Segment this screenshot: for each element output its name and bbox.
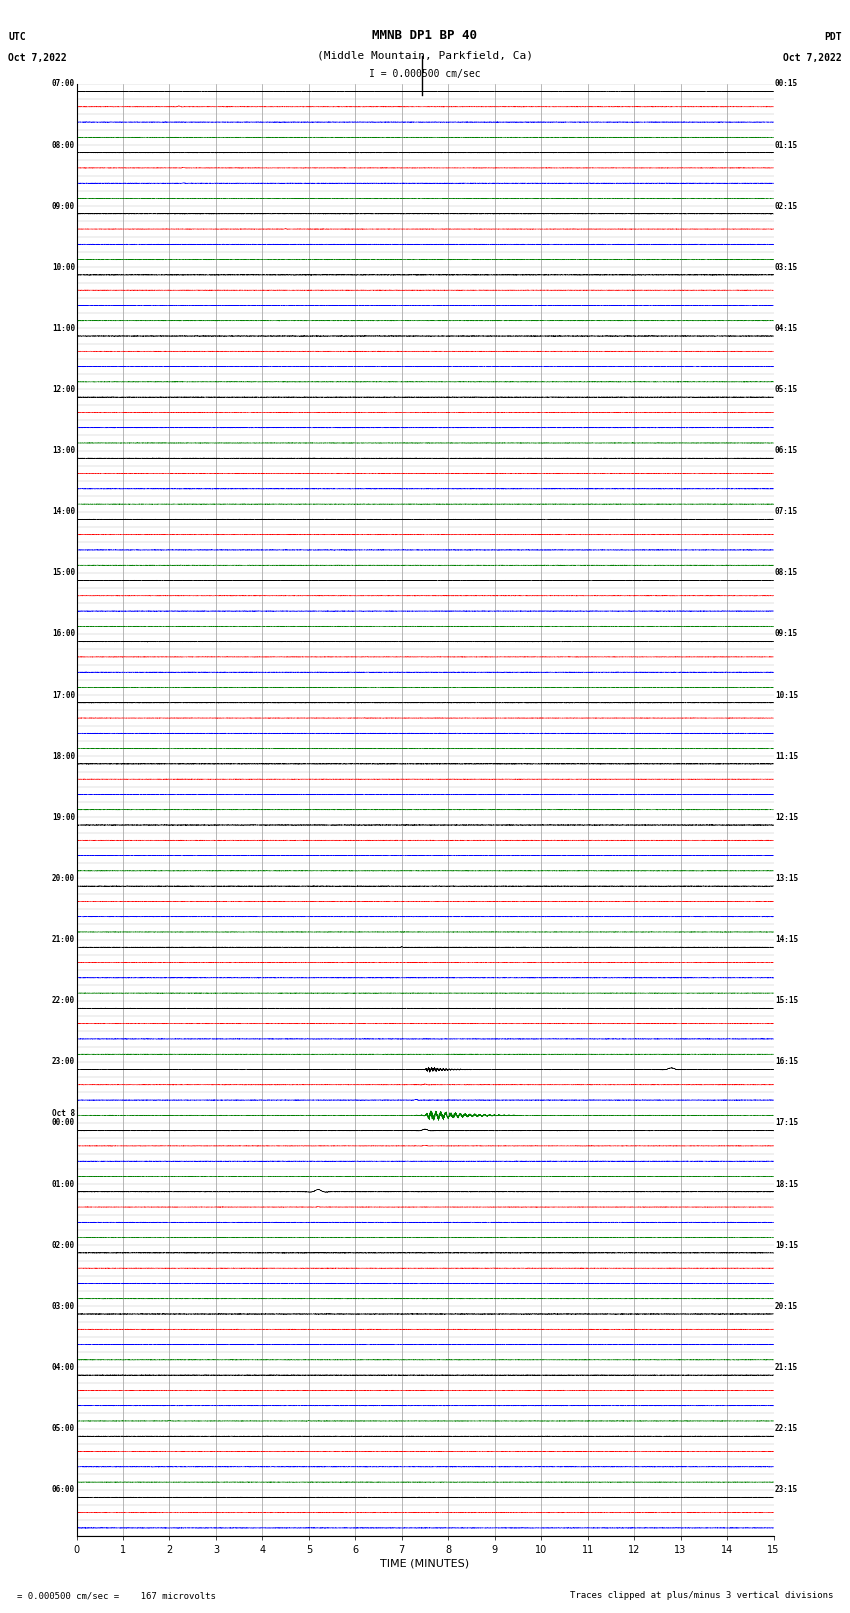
Text: 16:15: 16:15 [775, 1058, 798, 1066]
Text: = 0.000500 cm/sec =    167 microvolts: = 0.000500 cm/sec = 167 microvolts [17, 1590, 216, 1600]
Text: 18:15: 18:15 [775, 1179, 798, 1189]
Text: MMNB DP1 BP 40: MMNB DP1 BP 40 [372, 29, 478, 42]
Text: UTC: UTC [8, 32, 26, 42]
Text: 10:15: 10:15 [775, 690, 798, 700]
Text: 08:15: 08:15 [775, 568, 798, 577]
Text: 06:00: 06:00 [52, 1486, 75, 1494]
Text: 23:00: 23:00 [52, 1058, 75, 1066]
Text: 11:00: 11:00 [52, 324, 75, 332]
Text: 07:15: 07:15 [775, 506, 798, 516]
Text: 17:00: 17:00 [52, 690, 75, 700]
Text: 07:00: 07:00 [52, 79, 75, 89]
Text: Oct 7,2022: Oct 7,2022 [783, 53, 842, 63]
Text: 22:15: 22:15 [775, 1424, 798, 1432]
Text: 09:15: 09:15 [775, 629, 798, 639]
Text: 12:15: 12:15 [775, 813, 798, 823]
Text: I = 0.000500 cm/sec: I = 0.000500 cm/sec [369, 69, 481, 79]
Text: 04:00: 04:00 [52, 1363, 75, 1373]
Text: 02:15: 02:15 [775, 202, 798, 211]
Text: 21:15: 21:15 [775, 1363, 798, 1373]
Text: 16:00: 16:00 [52, 629, 75, 639]
Text: 13:15: 13:15 [775, 874, 798, 882]
Text: 20:15: 20:15 [775, 1302, 798, 1311]
Text: 00:00: 00:00 [52, 1118, 75, 1127]
X-axis label: TIME (MINUTES): TIME (MINUTES) [381, 1558, 469, 1569]
Text: 01:00: 01:00 [52, 1179, 75, 1189]
Text: 03:00: 03:00 [52, 1302, 75, 1311]
Text: 09:00: 09:00 [52, 202, 75, 211]
Text: 15:15: 15:15 [775, 997, 798, 1005]
Text: 02:00: 02:00 [52, 1240, 75, 1250]
Text: 11:15: 11:15 [775, 752, 798, 761]
Text: 15:00: 15:00 [52, 568, 75, 577]
Text: 19:15: 19:15 [775, 1240, 798, 1250]
Text: PDT: PDT [824, 32, 842, 42]
Text: 22:00: 22:00 [52, 997, 75, 1005]
Text: 06:15: 06:15 [775, 447, 798, 455]
Text: 20:00: 20:00 [52, 874, 75, 882]
Text: 04:15: 04:15 [775, 324, 798, 332]
Text: 05:15: 05:15 [775, 386, 798, 394]
Text: 14:15: 14:15 [775, 936, 798, 944]
Text: Oct 7,2022: Oct 7,2022 [8, 53, 67, 63]
Text: 08:00: 08:00 [52, 140, 75, 150]
Text: 23:15: 23:15 [775, 1486, 798, 1494]
Text: 13:00: 13:00 [52, 447, 75, 455]
Text: Oct 8: Oct 8 [52, 1110, 75, 1118]
Text: 14:00: 14:00 [52, 506, 75, 516]
Text: 10:00: 10:00 [52, 263, 75, 271]
Text: 21:00: 21:00 [52, 936, 75, 944]
Text: 03:15: 03:15 [775, 263, 798, 271]
Text: 12:00: 12:00 [52, 386, 75, 394]
Text: 00:15: 00:15 [775, 79, 798, 89]
Text: Traces clipped at plus/minus 3 vertical divisions: Traces clipped at plus/minus 3 vertical … [570, 1590, 833, 1600]
Text: 18:00: 18:00 [52, 752, 75, 761]
Text: 17:15: 17:15 [775, 1118, 798, 1127]
Text: 01:15: 01:15 [775, 140, 798, 150]
Text: 05:00: 05:00 [52, 1424, 75, 1432]
Text: 19:00: 19:00 [52, 813, 75, 823]
Text: (Middle Mountain, Parkfield, Ca): (Middle Mountain, Parkfield, Ca) [317, 50, 533, 60]
